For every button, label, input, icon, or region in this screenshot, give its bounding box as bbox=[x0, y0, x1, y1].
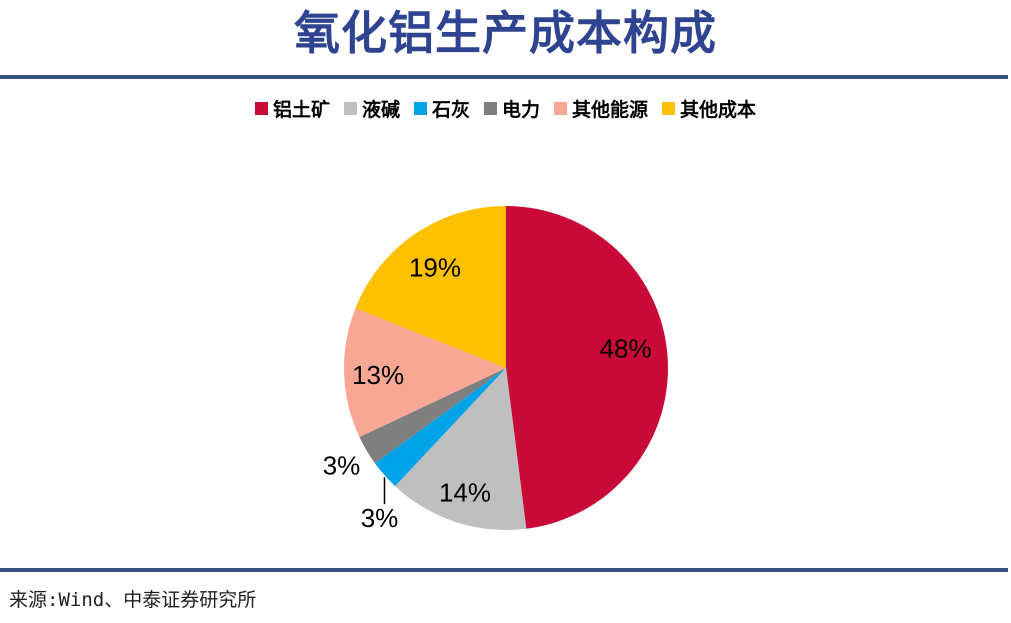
chart-legend: 铝土矿 液碱 石灰 电力 其他能源 其他成本 bbox=[0, 95, 1011, 121]
legend-swatch-icon bbox=[413, 101, 427, 115]
legend-item-0: 铝土矿 bbox=[254, 95, 330, 122]
legend-label: 其他能源 bbox=[572, 99, 649, 121]
pie-slice-5 bbox=[355, 206, 506, 368]
legend-item-3: 电力 bbox=[484, 95, 540, 122]
pie-label-1: 14% bbox=[439, 477, 491, 507]
pie-slice-3 bbox=[359, 368, 506, 464]
legend-swatch-icon bbox=[343, 101, 357, 115]
legend-item-2: 石灰 bbox=[413, 95, 470, 122]
pie-label-4: 13% bbox=[352, 360, 404, 390]
pie-slice-0 bbox=[506, 206, 668, 529]
legend-label: 石灰 bbox=[431, 99, 470, 121]
legend-item-1: 液碱 bbox=[343, 95, 400, 122]
legend-swatch-icon bbox=[554, 101, 568, 115]
legend-label: 电力 bbox=[502, 99, 541, 121]
legend-swatch-icon bbox=[484, 101, 497, 115]
pie-label-2: 3% bbox=[361, 503, 399, 533]
pie-label-0: 48% bbox=[600, 334, 652, 364]
pie-slice-1 bbox=[395, 368, 527, 530]
legend-swatch-icon bbox=[662, 101, 676, 115]
legend-label: 液碱 bbox=[361, 99, 400, 121]
pie-chart: 48% 14% 3%3% 13% 19% bbox=[323, 206, 668, 533]
chart-title: 氧化铝生产成本构成 bbox=[294, 7, 717, 59]
legend-swatch-icon bbox=[254, 101, 268, 115]
source-note: 来源:Wind、中泰证券研究所 bbox=[9, 589, 257, 611]
legend-label: 其他成本 bbox=[680, 99, 757, 121]
legend-item-4: 其他能源 bbox=[554, 95, 648, 122]
pie-label-3: 3% bbox=[323, 450, 361, 480]
title-divider bbox=[0, 75, 1008, 79]
pie-label-5: 19% bbox=[409, 253, 461, 283]
legend-label: 铝土矿 bbox=[272, 99, 330, 121]
legend-item-5: 其他成本 bbox=[662, 95, 756, 122]
pie-slice-2 bbox=[374, 368, 506, 487]
pie-slice-4 bbox=[344, 308, 506, 437]
footer-divider bbox=[0, 568, 1008, 572]
